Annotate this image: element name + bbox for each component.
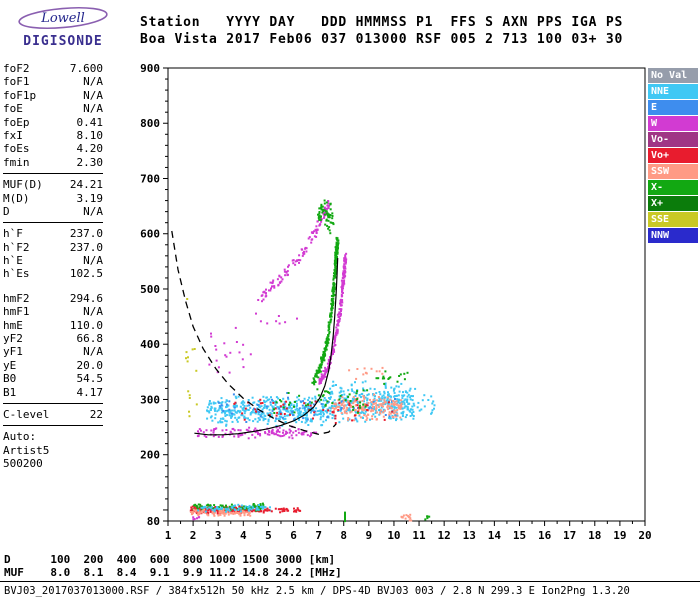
legend-vo-: Vo-	[648, 132, 698, 147]
svg-text:6: 6	[290, 529, 297, 542]
svg-text:8: 8	[340, 529, 347, 542]
svg-text:900: 900	[140, 62, 160, 75]
legend-x+: X+	[648, 196, 698, 211]
param-row-hf: h`F 237.0	[3, 227, 103, 241]
legend-nnw: NNW	[648, 228, 698, 243]
param-row-artist5: Artist5	[3, 443, 50, 457]
legend-nne: NNE	[648, 84, 698, 99]
param-row-fof2: foF2 7.600	[3, 62, 103, 75]
distance-row: D 100 200 400 600 800 1000 1500 3000 [km…	[4, 553, 336, 566]
param-row-hes: h`Es 102.5	[3, 267, 103, 281]
plot-frame	[167, 67, 646, 522]
legend-e: E	[648, 100, 698, 115]
param-row-auto: Auto:	[3, 430, 37, 444]
station-header: Station YYYY DAY DDD HMMMSS P1 FFS S AXN…	[140, 14, 623, 48]
svg-text:1: 1	[165, 529, 172, 542]
legend-ssw: SSW	[648, 164, 698, 179]
param-row-fmin: fmin 2.30	[3, 155, 103, 169]
artist-hf-trace	[194, 257, 339, 436]
param-row-hf2: h`F2 237.0	[3, 240, 103, 254]
svg-text:2: 2	[190, 529, 197, 542]
legend-noval: No Val	[648, 68, 698, 83]
param-row-md: M(D) 3.19	[3, 191, 103, 205]
param-row-fxi: fxI 8.10	[3, 128, 103, 142]
svg-text:500: 500	[140, 283, 160, 296]
svg-text:16: 16	[538, 529, 552, 542]
logo-orbit-swoosh	[18, 6, 108, 30]
svg-text:4: 4	[240, 529, 247, 542]
param-row-b1: B1 4.17	[3, 385, 103, 399]
param-row-yf1: yF1 N/A	[3, 345, 103, 359]
svg-text:10: 10	[387, 529, 400, 542]
logo-lowell-text: Lowell	[40, 11, 85, 26]
svg-text:300: 300	[140, 393, 160, 406]
param-row-foes: foEs 4.20	[3, 142, 103, 156]
svg-text:14: 14	[488, 529, 502, 542]
svg-text:17: 17	[563, 529, 576, 542]
svg-text:9: 9	[366, 529, 373, 542]
svg-text:15: 15	[513, 529, 526, 542]
svg-text:18: 18	[588, 529, 601, 542]
header-field-names: Station YYYY DAY DDD HMMMSS P1 FFS S AXN…	[140, 15, 624, 30]
muf-transmission-curve	[171, 230, 337, 435]
header-field-values: Boa Vista 2017 Feb06 037 013000 RSF 005 …	[140, 32, 624, 47]
param-row-fof1: foF1 N/A	[3, 75, 103, 89]
status-line: BVJ03_2017037013000.RSF / 384fx512h 50 k…	[4, 585, 630, 597]
svg-text:600: 600	[140, 228, 160, 241]
muf-row: MUF 8.0 8.1 8.4 9.1 9.9 11.2 14.8 24.2 […	[4, 566, 342, 579]
param-row-hme: hmE 110.0	[3, 318, 103, 332]
legend-vo+: Vo+	[648, 148, 698, 163]
param-row-yf2: yF2 66.8	[3, 332, 103, 346]
svg-text:400: 400	[140, 338, 160, 351]
param-row-500200: 500200	[3, 457, 43, 471]
logo: Lowell DIGISONDE	[8, 4, 118, 49]
param-row-fof1p: foF1p N/A	[3, 88, 103, 102]
svg-text:7: 7	[315, 529, 322, 542]
param-row-foep: foEp 0.41	[3, 115, 103, 129]
svg-text:700: 700	[140, 172, 160, 185]
param-row-mufd: MUF(D) 24.21	[3, 178, 103, 192]
scatter-points	[185, 199, 436, 522]
svg-text:11: 11	[412, 529, 426, 542]
param-row-d: D N/A	[3, 204, 103, 218]
parameter-panel: foF2 7.600 foF1 N/A foF1p N/A foE N/A foEp 0.41 fx…	[3, 62, 103, 471]
y-axis: 900 800 700 600 500 400 300 200 80	[140, 62, 168, 528]
legend-w: W	[648, 116, 698, 131]
legend-x-: X-	[648, 180, 698, 195]
muf-distance-table: D 100 200 400 600 800 1000 1500 3000 [km…	[4, 553, 342, 579]
svg-text:5: 5	[265, 529, 272, 542]
svg-text:12: 12	[438, 529, 451, 542]
param-row-hmf2: hmF2 294.6	[3, 291, 103, 305]
param-row-clevel: C-level 22	[3, 407, 103, 421]
param-row-foe: foE N/A	[3, 102, 103, 116]
param-row-b0: B0 54.5	[3, 372, 103, 386]
x-axis: 1 2 3 4 5 6 7 8 9 10 11 12 13 14 15 16 17 18 19 20	[165, 521, 652, 542]
param-row-ye: yE 20.0	[3, 358, 103, 372]
bottom-divider	[0, 581, 700, 582]
echo-direction-legend: No Val NNE E W Vo- Vo+ SSW X- X+ SSE NNW	[648, 68, 698, 244]
legend-sse: SSE	[648, 212, 698, 227]
param-row-he: h`E N/A	[3, 254, 103, 268]
svg-text:19: 19	[613, 529, 626, 542]
logo-digisonde-text: DIGISONDE	[23, 34, 103, 49]
svg-text:80: 80	[147, 515, 160, 528]
lowell-logo-mark: Lowell	[18, 6, 108, 30]
svg-text:13: 13	[463, 529, 476, 542]
svg-text:200: 200	[140, 449, 160, 462]
param-row-hmf1: hmF1 N/A	[3, 305, 103, 319]
svg-text:800: 800	[140, 117, 160, 130]
svg-text:3: 3	[215, 529, 222, 542]
svg-text:20: 20	[638, 529, 651, 542]
